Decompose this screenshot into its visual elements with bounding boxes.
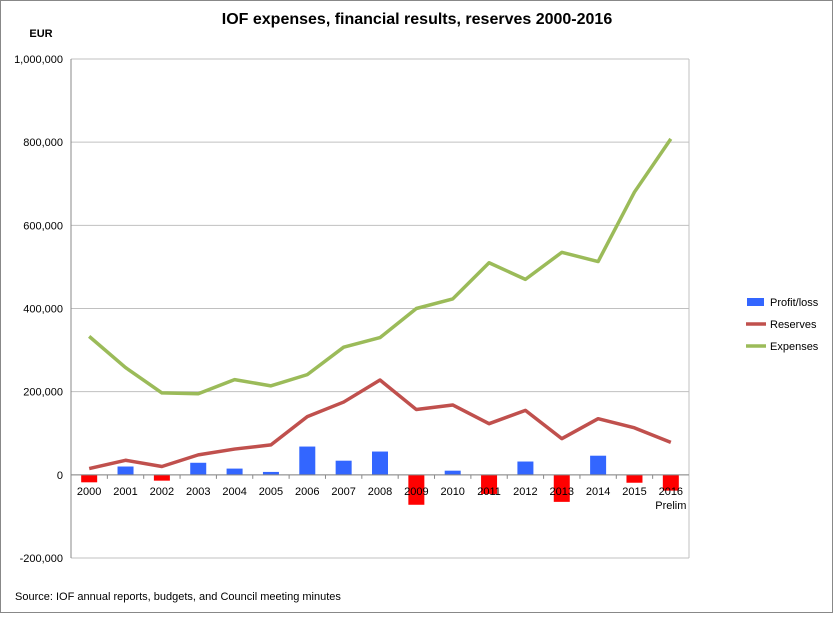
bar-profit-loss bbox=[481, 474, 498, 494]
bar-profit-loss bbox=[590, 455, 607, 475]
y-tick-label: 600,000 bbox=[23, 220, 63, 232]
legend-label: Reserves bbox=[770, 319, 817, 331]
x-tick-label: 2016 bbox=[659, 486, 683, 498]
x-tick-label: 2014 bbox=[586, 486, 610, 498]
bar-profit-loss bbox=[517, 461, 534, 475]
bar-profit-loss bbox=[553, 474, 570, 502]
bar-profit-loss bbox=[662, 474, 679, 491]
x-tick-label: 2003 bbox=[186, 486, 210, 498]
chart-title: IOF expenses, financial results, reserve… bbox=[222, 11, 613, 28]
x-tick-label: 2007 bbox=[331, 486, 355, 498]
x-tick-sublabel: Prelim bbox=[655, 500, 686, 512]
x-tick-label: 2011 bbox=[477, 486, 501, 498]
line-reserves bbox=[88, 378, 672, 471]
legend-label: Profit/loss bbox=[770, 297, 819, 309]
bar-profit-loss bbox=[262, 471, 279, 475]
y-axis-label: EUR bbox=[29, 28, 52, 40]
bar-profit-loss bbox=[408, 474, 425, 505]
y-tick-label: 0 bbox=[57, 470, 63, 482]
x-tick-label: 2010 bbox=[440, 486, 464, 498]
bar-profit-loss bbox=[153, 474, 170, 481]
x-tick-label: 2015 bbox=[622, 486, 646, 498]
bar-profit-loss bbox=[626, 474, 643, 483]
x-tick-label: 2009 bbox=[404, 486, 428, 498]
legend-label: Expenses bbox=[770, 341, 819, 353]
y-tick-label: -200,000 bbox=[20, 553, 63, 565]
x-tick-label: 2013 bbox=[550, 486, 574, 498]
bar-profit-loss bbox=[226, 468, 243, 475]
x-tick-label: 2008 bbox=[368, 486, 392, 498]
legend-swatch bbox=[747, 298, 764, 306]
bar-profit-loss bbox=[81, 474, 98, 483]
bar-profit-loss bbox=[117, 466, 134, 475]
bar-profit-loss bbox=[299, 446, 316, 475]
x-tick-label: 2006 bbox=[295, 486, 319, 498]
y-tick-label: 200,000 bbox=[23, 387, 63, 399]
x-tick-label: 2000 bbox=[77, 486, 101, 498]
x-tick-label: 2001 bbox=[113, 486, 137, 498]
x-tick-label: 2005 bbox=[259, 486, 283, 498]
x-tick-label: 2002 bbox=[150, 486, 174, 498]
bar-profit-loss bbox=[190, 462, 207, 475]
bar-profit-loss bbox=[444, 470, 461, 475]
bar-profit-loss bbox=[335, 460, 352, 475]
y-tick-label: 400,000 bbox=[23, 304, 63, 316]
y-tick-label: 800,000 bbox=[23, 137, 63, 149]
y-tick-label: 1,000,000 bbox=[14, 54, 63, 66]
x-tick-label: 2004 bbox=[222, 486, 246, 498]
source-note: Source: IOF annual reports, budgets, and… bbox=[15, 591, 341, 603]
x-tick-label: 2012 bbox=[513, 486, 537, 498]
line-expenses bbox=[88, 137, 673, 396]
bar-profit-loss bbox=[372, 451, 388, 475]
